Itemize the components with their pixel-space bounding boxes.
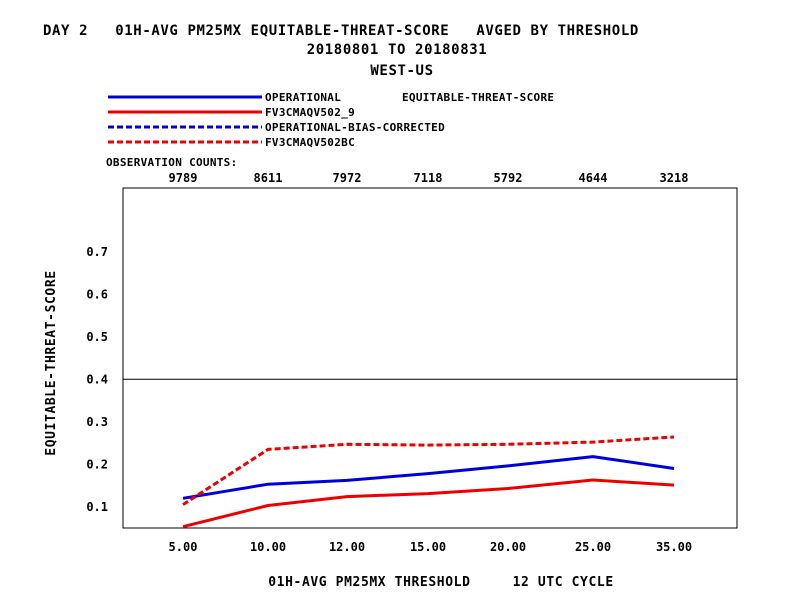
series-line-operational: [182, 455, 675, 500]
x-tick-label: 12.00: [329, 540, 365, 554]
x-tick-label: 25.00: [575, 540, 611, 554]
legend-label: OPERATIONAL: [265, 91, 341, 104]
x-tick-label: 5.00: [169, 540, 198, 554]
series-line-fv3cmaqv502_9: [182, 478, 675, 529]
plot-frame: [122, 187, 738, 529]
x-tick-label: 20.00: [490, 540, 526, 554]
series-lines: [182, 435, 675, 529]
y-tick-label: 0.2: [86, 457, 108, 471]
chart-legend: OPERATIONAL FV3CMAQV502_9 OPERATIONAL-BIAS…: [108, 91, 445, 149]
y-tick-label: 0.1: [86, 500, 108, 514]
x-tick-label: 10.00: [250, 540, 286, 554]
y-tick-label: 0.7: [86, 245, 108, 259]
observation-count: 8611: [254, 171, 283, 185]
x-tick-label: 15.00: [410, 540, 446, 554]
x-tick-labels: 5.00 10.00 12.00 15.00 20.00 25.00 35.00: [169, 540, 693, 554]
y-tick-label: 0.3: [86, 415, 108, 429]
chart-title-line-3: WEST-US: [370, 63, 433, 79]
x-tick-label: 35.00: [656, 540, 692, 554]
legend-metric-note: EQUITABLE-THREAT-SCORE: [402, 91, 554, 104]
observation-counts-label: OBSERVATION COUNTS:: [106, 156, 238, 169]
observation-count: 5792: [494, 171, 523, 185]
legend-label: FV3CMAQV502BC: [265, 136, 355, 149]
observation-count: 7972: [333, 171, 362, 185]
chart-title-line-2: 20180801 TO 20180831: [307, 42, 488, 58]
chart-title-line-1: DAY 2 01H-AVG PM25MX EQUITABLE-THREAT-SC…: [43, 23, 639, 39]
y-axis-label: EQUITABLE-THREAT-SCORE: [44, 270, 59, 455]
observation-count: 3218: [660, 171, 689, 185]
observation-count: 9789: [169, 171, 198, 185]
x-axis-label: 01H-AVG PM25MX THRESHOLD 12 UTC CYCLE: [268, 575, 614, 590]
legend-label: FV3CMAQV502_9: [265, 106, 355, 119]
series-line-fv3cmaqv502bc: [182, 435, 675, 506]
legend-label: OPERATIONAL-BIAS-CORRECTED: [265, 121, 445, 134]
observation-counts: 9789 8611 7972 7118 5792 4644 3218: [169, 171, 689, 185]
chart-titles: DAY 2 01H-AVG PM25MX EQUITABLE-THREAT-SC…: [43, 23, 639, 79]
y-tick-label: 0.5: [86, 330, 108, 344]
y-tick-label: 0.4: [86, 372, 108, 386]
y-tick-label: 0.6: [86, 287, 108, 301]
y-tick-labels: 0.1 0.2 0.3 0.4 0.5 0.6 0.7: [86, 245, 108, 514]
observation-count: 7118: [414, 171, 443, 185]
observation-count: 4644: [579, 171, 608, 185]
